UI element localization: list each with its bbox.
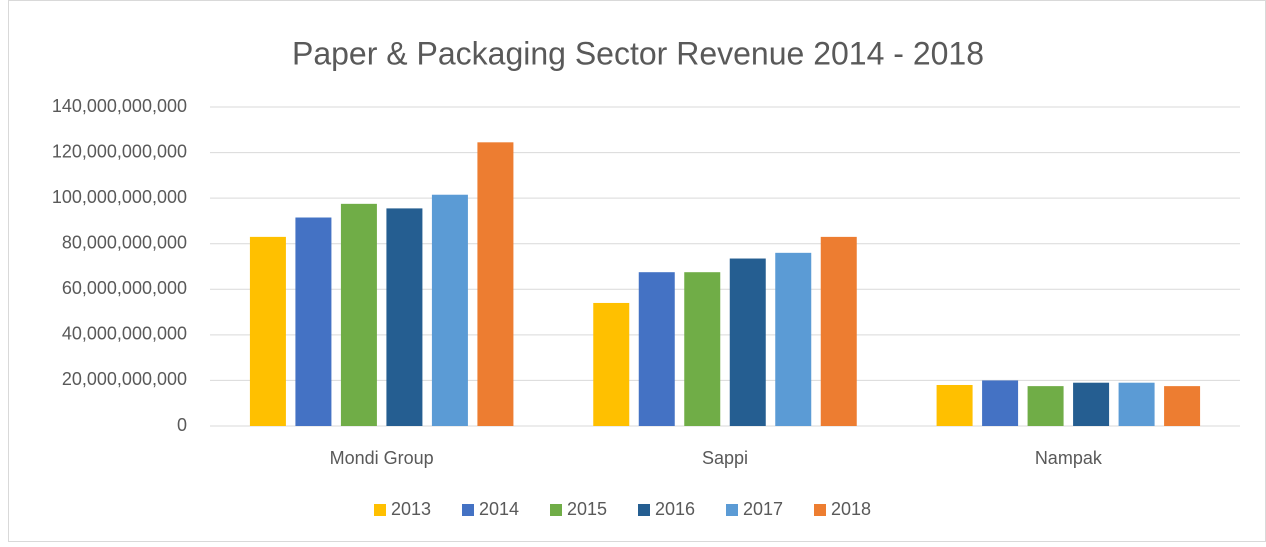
bar [386, 208, 423, 426]
legend-swatch [638, 504, 650, 516]
x-tick-label: Sappi [702, 448, 748, 468]
y-tick-label: 120,000,000,000 [52, 141, 187, 161]
legend-label: 2013 [391, 499, 431, 519]
bar [1073, 382, 1110, 426]
bar [775, 252, 812, 426]
bar [295, 217, 332, 426]
bar [1118, 382, 1155, 426]
legend-label: 2014 [479, 499, 519, 519]
x-tick-label: Mondi Group [330, 448, 434, 468]
y-tick-label: 0 [177, 415, 187, 435]
legend-swatch [462, 504, 474, 516]
bar [340, 203, 377, 426]
bar [477, 142, 514, 426]
y-tick-label: 20,000,000,000 [62, 369, 187, 389]
legend-swatch [814, 504, 826, 516]
y-tick-label: 80,000,000,000 [62, 232, 187, 252]
y-tick-label: 60,000,000,000 [62, 278, 187, 298]
legend-label: 2016 [655, 499, 695, 519]
bar [249, 236, 286, 426]
y-tick-label: 140,000,000,000 [52, 96, 187, 116]
bar [593, 302, 630, 426]
bar [936, 384, 973, 426]
bar [638, 272, 675, 426]
legend-label: 2018 [831, 499, 871, 519]
bar [684, 272, 721, 426]
x-tick-label: Nampak [1035, 448, 1103, 468]
bar [982, 380, 1019, 426]
bar [729, 258, 766, 426]
legend-swatch [726, 504, 738, 516]
bar [820, 236, 857, 426]
y-tick-label: 40,000,000,000 [62, 324, 187, 344]
legend-swatch [550, 504, 562, 516]
bar [1027, 386, 1064, 426]
bar [1164, 386, 1201, 426]
legend-label: 2015 [567, 499, 607, 519]
chart-title: Paper & Packaging Sector Revenue 2014 - … [292, 35, 984, 71]
bar [431, 194, 468, 426]
legend-label: 2017 [743, 499, 783, 519]
legend-swatch [374, 504, 386, 516]
y-tick-label: 100,000,000,000 [52, 187, 187, 207]
chart-border [8, 0, 1266, 542]
